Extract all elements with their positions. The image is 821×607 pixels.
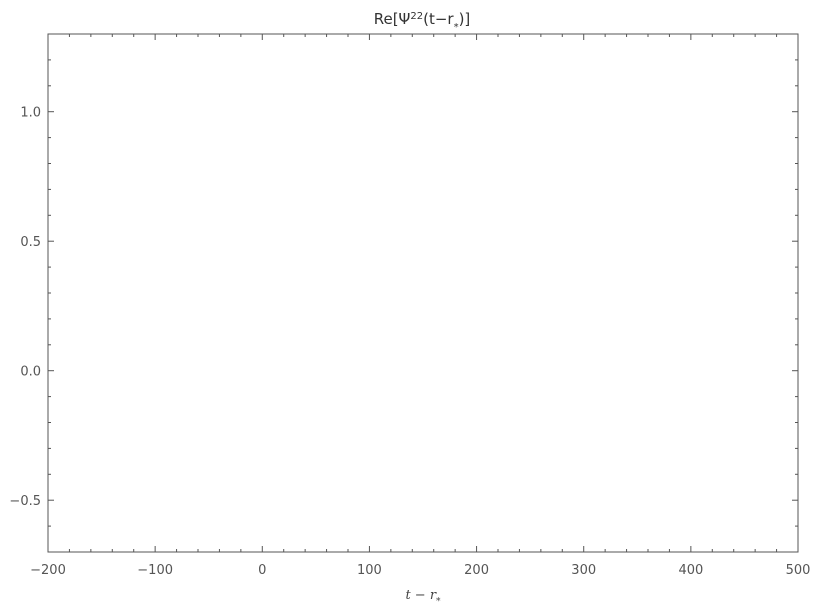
plot-frame <box>47 33 799 553</box>
x-tick-label: 200 <box>464 563 489 578</box>
x-axis-ticks <box>47 34 799 552</box>
y-axis-ticks <box>48 33 798 553</box>
x-tick-label: 0 <box>258 563 266 578</box>
y-tick-label: 1.0 <box>20 106 41 121</box>
y-tick-label: −0.5 <box>9 494 41 509</box>
x-tick-label: −100 <box>137 563 173 578</box>
y-tick-label: 0.0 <box>20 365 41 380</box>
y-tick-label: 0.5 <box>20 235 41 250</box>
x-tick-label: −200 <box>30 563 66 578</box>
y-axis-tick-labels: −0.5 0.0 0.5 1.0 <box>9 106 41 510</box>
x-tick-label: 100 <box>357 563 382 578</box>
x-axis-label: t − r* <box>405 588 441 607</box>
x-tick-label: 300 <box>571 563 596 578</box>
chart-title: Re[Ψ22(t−r*)] <box>374 10 471 33</box>
x-tick-label: 500 <box>786 563 811 578</box>
x-axis-tick-labels: −200 −100 0 100 200 300 400 500 <box>30 563 810 578</box>
x-tick-label: 400 <box>678 563 703 578</box>
